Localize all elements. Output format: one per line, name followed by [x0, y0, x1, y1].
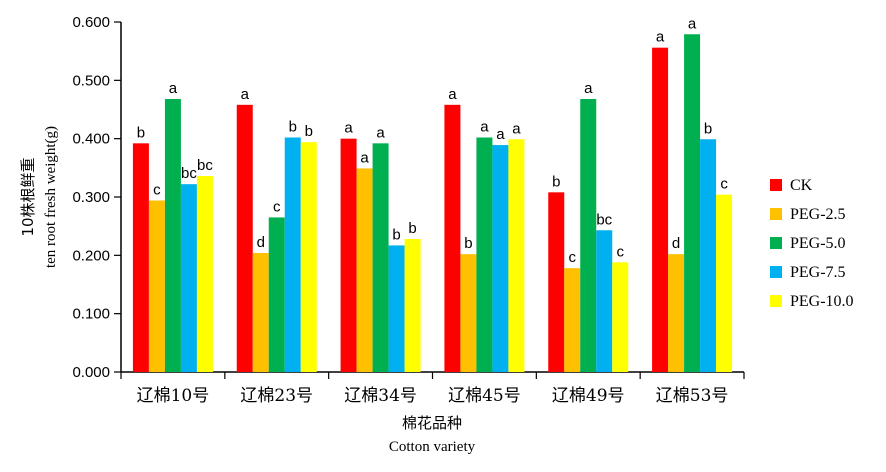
- significance-label: b: [408, 220, 416, 237]
- legend-swatch: [770, 208, 782, 220]
- legend-swatch: [770, 179, 782, 191]
- x-tick-label: 辽棉45号: [448, 386, 521, 406]
- significance-label: b: [289, 119, 297, 136]
- y-tick-label: 0.100: [72, 306, 110, 323]
- significance-label: c: [153, 182, 161, 199]
- significance-label: a: [584, 80, 593, 97]
- significance-label: a: [376, 124, 385, 141]
- x-tick-label: 辽棉34号: [344, 386, 417, 406]
- legend-swatch: [770, 266, 782, 278]
- y-tick-label: 0.300: [72, 189, 110, 206]
- bar-peg-5-0: [476, 137, 493, 372]
- bar-ck: [652, 47, 669, 373]
- significance-label: a: [512, 120, 521, 137]
- significance-label: d: [257, 234, 265, 251]
- significance-label: c: [720, 176, 728, 193]
- legend-label: PEG-10.0: [790, 293, 854, 310]
- bar-peg-7-5: [596, 230, 613, 372]
- bar-peg-2-5: [356, 168, 373, 372]
- significance-label: b: [552, 173, 560, 190]
- x-tick-label: 辽棉53号: [656, 386, 729, 406]
- y-axis-title-en: ten root fresh weight(g): [43, 126, 59, 268]
- legend-swatch: [770, 295, 782, 307]
- significance-label: c: [617, 243, 625, 260]
- bar-ck: [340, 138, 357, 372]
- significance-label: a: [480, 119, 489, 136]
- significance-label: c: [569, 249, 577, 266]
- bar-peg-5-0: [684, 34, 701, 372]
- y-axis-title-cn: 10株根鲜重: [19, 157, 37, 236]
- significance-label: bc: [181, 165, 197, 182]
- bar-peg-7-5: [180, 184, 197, 372]
- significance-label: b: [305, 123, 313, 140]
- legend-label: PEG-7.5: [790, 264, 846, 281]
- significance-label: bc: [596, 211, 612, 228]
- x-tick-label: 辽棉23号: [240, 386, 313, 406]
- bar-peg-7-5: [388, 245, 405, 372]
- significance-label: a: [448, 86, 457, 103]
- significance-label: b: [392, 226, 400, 243]
- significance-label: a: [344, 120, 353, 137]
- bar-peg-2-5: [460, 254, 477, 372]
- y-tick-label: 0.200: [72, 247, 110, 264]
- legend-swatch: [770, 237, 782, 249]
- significance-label: bc: [197, 157, 213, 174]
- legend-label: PEG-2.5: [790, 206, 846, 223]
- legend: CK PEG-2.5 PEG-5.0 PEG-7.5 PEG-10.0: [770, 177, 854, 310]
- legend-label: PEG-5.0: [790, 235, 846, 252]
- bar-peg-10-0: [508, 139, 525, 372]
- significance-label: a: [688, 15, 697, 32]
- bar-ck: [132, 143, 149, 372]
- bar-peg-10-0: [404, 239, 421, 372]
- significance-label: b: [704, 120, 712, 137]
- significance-label: d: [672, 235, 680, 252]
- bar-peg-5-0: [580, 99, 597, 372]
- bar-peg-7-5: [284, 137, 301, 372]
- x-tick-label: 辽棉49号: [552, 386, 625, 406]
- y-axis-ticks: 0.000 0.100 0.200 0.300 0.400 0.500 0.600: [72, 14, 121, 381]
- bar-peg-2-5: [252, 253, 269, 372]
- y-tick-label: 0.500: [72, 72, 110, 89]
- bar-peg-10-0: [716, 194, 733, 372]
- significance-label: a: [656, 29, 665, 46]
- bar-ck: [236, 104, 253, 372]
- x-axis-title-en: Cotton variety: [389, 439, 476, 455]
- significance-label: a: [169, 80, 178, 97]
- bar-peg-10-0: [196, 176, 213, 372]
- bar-peg-10-0: [612, 262, 629, 372]
- significance-label: a: [360, 149, 369, 166]
- bar-peg-7-5: [492, 145, 509, 372]
- bar-peg-2-5: [148, 200, 165, 372]
- bar-peg-5-0: [372, 143, 389, 372]
- y-tick-label: 0.000: [72, 364, 110, 381]
- bar-marks: [132, 34, 733, 373]
- x-tick-label: 辽棉10号: [137, 386, 210, 406]
- bar-peg-2-5: [668, 254, 685, 372]
- x-axis-ticks: 辽棉10号 辽棉23号 辽棉34号 辽棉45号 辽棉49号 辽棉53号: [120, 372, 745, 406]
- bar-peg-7-5: [700, 139, 717, 372]
- significance-label: b: [464, 235, 472, 252]
- bar-peg-2-5: [564, 268, 581, 372]
- significance-label: a: [241, 86, 250, 103]
- y-tick-label: 0.400: [72, 131, 110, 148]
- bar-ck: [548, 192, 565, 372]
- bar-peg-5-0: [164, 99, 181, 372]
- y-tick-label: 0.600: [72, 14, 110, 31]
- x-axis-title-cn: 棉花品种: [402, 414, 462, 432]
- legend-label: CK: [790, 177, 813, 194]
- bar-peg-5-0: [268, 217, 285, 372]
- bar-ck: [444, 104, 461, 372]
- significance-label: b: [137, 124, 145, 141]
- bar-peg-10-0: [300, 142, 317, 372]
- significance-label: a: [496, 126, 505, 143]
- significance-label: c: [273, 198, 281, 215]
